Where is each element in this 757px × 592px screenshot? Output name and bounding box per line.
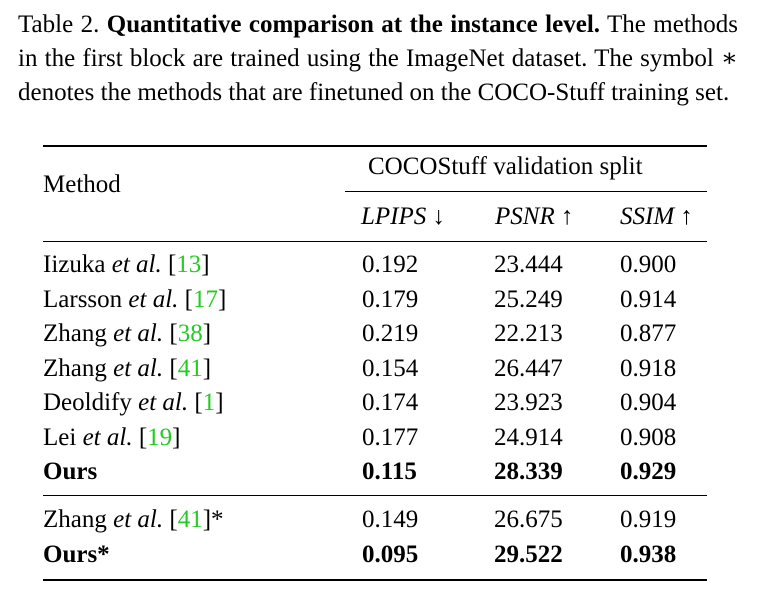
column-header-ssim: SSIM ↑ <box>620 203 693 230</box>
citation-link: 17 <box>192 285 218 313</box>
method-cell: Ours <box>43 457 97 487</box>
metric-value: 0.177 <box>362 423 419 451</box>
metric-value: 0.938 <box>620 540 677 568</box>
metric-value: 0.179 <box>362 285 419 313</box>
header-rule <box>43 241 707 242</box>
method-name: Iizuka <box>43 251 106 278</box>
et-al-text: et al. <box>113 354 164 382</box>
citation-link: 41 <box>177 506 203 533</box>
column-header-lpips: LPIPS ↓ <box>361 203 446 230</box>
citation-link: 13 <box>176 251 202 278</box>
caption-body: The methods in the first block are train… <box>18 11 738 106</box>
metric-value: 22.213 <box>494 320 563 347</box>
method-cell: Zhang et al. [38] <box>43 320 212 347</box>
bottom-rule <box>43 579 707 581</box>
et-al-text: et al. <box>111 251 162 278</box>
et-al-text: et al. <box>113 506 164 533</box>
method-cell: Lei et al. [19] <box>43 423 181 451</box>
method-name: Larsson <box>43 285 123 313</box>
method-cell: Deoldify et al. [1] <box>43 389 224 416</box>
citation-link: 41 <box>177 354 203 382</box>
group-header: COCOStuff validation split <box>368 153 643 180</box>
method-name: Zhang <box>43 320 107 347</box>
et-al-text: et al. <box>82 423 133 451</box>
metric-value: 25.249 <box>494 285 563 313</box>
metric-value: 0.095 <box>362 540 419 568</box>
column-header-psnr: PSNR ↑ <box>495 203 574 230</box>
metric-value: 0.904 <box>620 389 677 416</box>
metric-value: 0.149 <box>362 506 419 533</box>
block-rule <box>43 495 707 496</box>
metric-value: 23.923 <box>494 389 563 416</box>
metric-value: 0.174 <box>362 389 419 416</box>
method-header: Method <box>43 171 121 198</box>
method-cell: Iizuka et al. [13] <box>43 251 210 278</box>
metric-value: 26.675 <box>494 506 563 533</box>
method-cell: Larsson et al. [17] <box>43 285 227 313</box>
metric-value: 0.219 <box>362 320 419 347</box>
metric-value: 0.914 <box>620 285 677 313</box>
metric-value: 0.154 <box>362 354 419 382</box>
method-cell: Ours* <box>43 540 110 570</box>
metric-value: 23.444 <box>494 251 563 278</box>
metric-value: 0.877 <box>620 320 677 347</box>
citation-link: 38 <box>177 320 203 347</box>
metric-value: 0.115 <box>362 458 417 485</box>
metric-value: 0.900 <box>620 251 677 278</box>
citation-link: 19 <box>147 423 173 451</box>
et-al-text: et al. <box>113 320 164 347</box>
method-name: Ours <box>43 458 98 485</box>
et-al-text: et al. <box>138 389 189 416</box>
metric-value: 0.918 <box>620 354 677 382</box>
table-caption: Table 2. Quantitative comparison at the … <box>18 8 738 110</box>
metric-value: 0.192 <box>362 251 419 278</box>
citation-link: 1 <box>202 389 216 416</box>
metric-value: 29.522 <box>494 540 563 568</box>
metric-value: 0.929 <box>620 458 677 485</box>
method-name: Deoldify <box>43 389 132 416</box>
method-cell: Zhang et al. [41]* <box>43 506 224 533</box>
metric-value: 0.908 <box>620 423 677 451</box>
method-name: Zhang <box>43 354 107 382</box>
caption-label: Table 2. <box>18 11 100 38</box>
metric-value: 24.914 <box>494 423 563 451</box>
top-rule <box>43 145 707 147</box>
caption-title: Quantitative comparison at the instance … <box>106 11 601 38</box>
method-name: Zhang <box>43 506 107 533</box>
method-name: Ours* <box>43 540 110 568</box>
metric-value: 26.447 <box>494 354 563 382</box>
et-al-text: et al. <box>128 285 179 313</box>
finetune-marker: * <box>211 506 224 533</box>
method-cell: Zhang et al. [41] <box>43 354 212 382</box>
method-name: Lei <box>43 423 77 451</box>
group-rule <box>345 191 707 192</box>
metric-value: 0.919 <box>620 506 677 533</box>
metric-value: 28.339 <box>494 458 563 485</box>
